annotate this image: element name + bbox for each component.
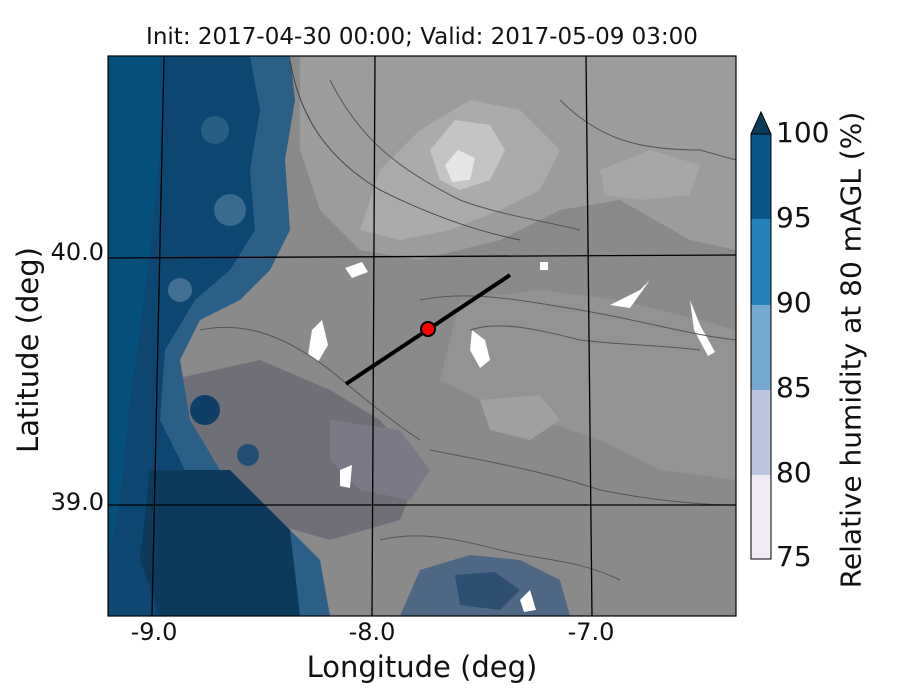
xtick-label: -7.0 [567,618,615,646]
xtick-label: -8.0 [348,618,396,646]
colorbar-tick-label: 90 [776,286,812,319]
colorbar-extend-arrow [750,110,772,135]
ytick-label: 39.0 [50,488,104,516]
parallel-line-40 [108,254,736,259]
colorbar-label: Relative humidity at 80 mAGL (%) [834,111,868,589]
colorbar-bin-75-80 [751,475,771,559]
meridian-line-8 [371,56,376,616]
graticule [108,56,736,616]
colorbar-bin-85-90 [751,305,771,390]
site-marker [420,321,436,337]
colorbar-tick-label: 75 [776,540,812,573]
colorbar-tick-label: 85 [776,371,812,404]
xtick-label: -9.0 [130,618,178,646]
colorbar-bin-80-85 [751,390,771,475]
meridian-line-9 [151,56,165,616]
y-axis-label: Latitude (deg) [11,247,45,453]
meridian-line-7 [585,56,593,616]
colorbar [750,110,772,560]
terrain-layer [108,56,736,616]
y-axis-label-container: Latitude (deg) [8,200,48,500]
map-title: Init: 2017-04-30 00:00; Valid: 2017-05-0… [146,24,698,50]
colorbar-tick-label: 100 [776,116,830,149]
colorbar-bin-95-100 [751,134,771,219]
map-frame [107,55,737,617]
colorbar-tick-label: 80 [776,456,812,489]
ytick-label: 40.0 [50,238,104,266]
colorbar-bin-90-95 [751,219,771,305]
colorbar-frame [750,133,772,560]
colorbar-tick-label: 95 [776,201,812,234]
colorbar-label-container: Relative humidity at 80 mAGL (%) [826,100,876,600]
x-axis-label: Longitude (deg) [306,650,538,684]
